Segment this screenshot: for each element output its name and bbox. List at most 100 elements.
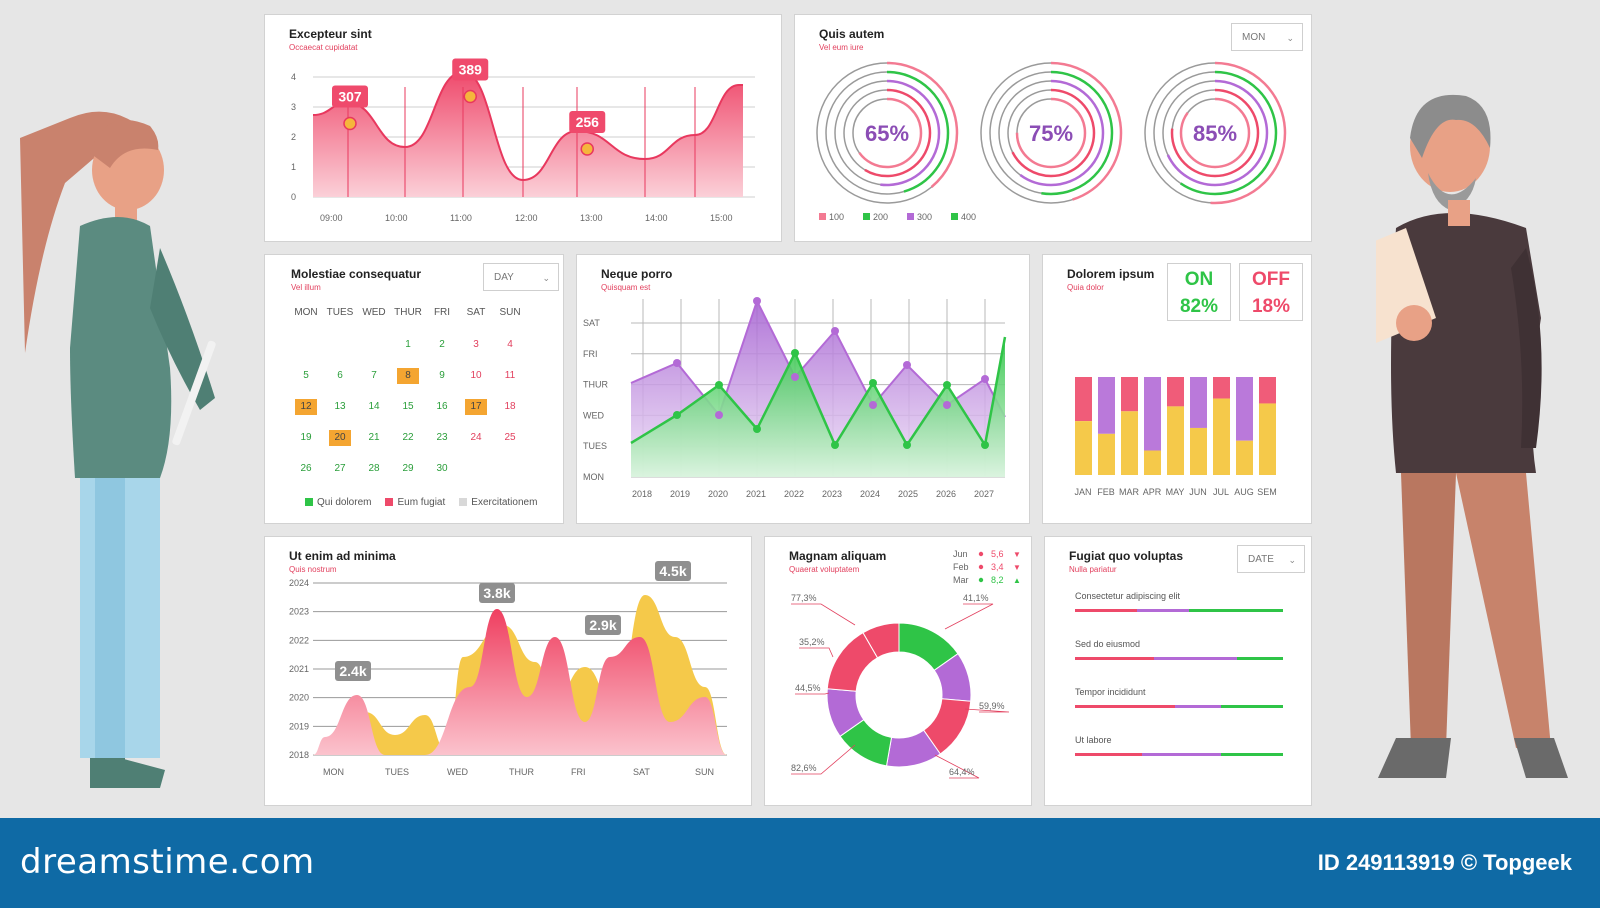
calendar-day[interactable]: 19 [300, 432, 312, 443]
slice-label: 44,5% [795, 683, 821, 693]
calendar-day[interactable]: 20 [329, 430, 351, 446]
slice-label: 64,4% [949, 767, 975, 777]
progress-segment [1137, 609, 1190, 612]
leader-line [795, 692, 830, 695]
calendar-day[interactable]: 6 [337, 370, 343, 381]
slice-label: 59,9% [979, 701, 1005, 711]
panel-quis-autem: Quis autem Vel eum iure MON ⌄ 65% 75% 85% 1… [794, 14, 1312, 242]
calendar-day[interactable]: 16 [436, 401, 448, 412]
ring-value-label: 65% [865, 121, 909, 146]
x-tick-label: 15:00 [710, 213, 733, 223]
x-tick-label: 2021 [746, 489, 766, 499]
calendar-day[interactable]: 13 [334, 401, 346, 412]
purple-point [673, 359, 681, 367]
panel-dolorem-ipsum: Dolorem ipsum Quia dolor ON 82% OFF 18% … [1042, 254, 1312, 524]
calendar-day[interactable]: 1 [405, 339, 411, 350]
panel-subtitle: Vel eum iure [819, 43, 864, 52]
panel-title: Dolorem ipsum [1067, 267, 1155, 281]
panel-neque-porro: Neque porro Quisquam est SAT FRI THUR WED TU… [576, 254, 1030, 524]
calendar-day[interactable]: 2 [439, 339, 445, 350]
calendar-day[interactable]: 9 [439, 370, 445, 381]
calendar-day[interactable]: 30 [436, 463, 448, 474]
ring-arc [1015, 97, 1087, 169]
x-tick-label: 14:00 [645, 213, 668, 223]
slice-label: 41,1% [963, 593, 989, 603]
x-tick-label: 2025 [898, 489, 918, 499]
slice-label: 82,6% [791, 763, 817, 773]
on-label: ON [1184, 269, 1214, 290]
bar-segment-top [1098, 377, 1115, 434]
progress-segment [1220, 753, 1283, 756]
leader-line [791, 603, 856, 626]
calendar-day[interactable]: 18 [504, 401, 516, 412]
panel-subtitle: Nulla pariatur [1069, 565, 1117, 574]
ring-arc [1152, 70, 1278, 196]
calendar-day[interactable]: 29 [402, 463, 414, 474]
calendar-day[interactable]: 28 [368, 463, 380, 474]
calendar-day[interactable]: 4 [507, 339, 513, 350]
period-dropdown[interactable]: DAY ⌄ [483, 263, 559, 291]
calendar-day[interactable]: 3 [473, 339, 479, 350]
slice-label: 77,3% [791, 593, 817, 603]
y-tick-label: 1 [291, 162, 296, 172]
bar-segment-bottom [1144, 450, 1161, 475]
calendar-day[interactable]: 12 [295, 399, 317, 415]
calendar-day[interactable]: 5 [303, 370, 309, 381]
progress-bar [1075, 705, 1283, 708]
calendar-weekday: FRI [433, 307, 451, 318]
table-dot [978, 551, 984, 557]
bar-segment-top [1190, 377, 1207, 428]
table-month: Mar [953, 575, 969, 585]
x-tick-label: 13:00 [580, 213, 603, 223]
leader-line [799, 647, 834, 658]
callout-label: 256 [576, 114, 600, 130]
calendar-day[interactable]: 10 [470, 370, 482, 381]
period-dropdown[interactable]: MON ⌄ [1231, 23, 1303, 51]
calendar-day[interactable]: 14 [368, 401, 380, 412]
donut-slice [862, 622, 900, 659]
calendar-day[interactable]: 17 [465, 399, 487, 415]
leader-line [964, 708, 1010, 713]
table-value: 8,2 [991, 575, 1004, 585]
panel-ut-enim: Ut enim ad minima Quis nostrum 2024 2023 2… [264, 536, 752, 806]
calendar-day[interactable]: 25 [504, 432, 516, 443]
green-point [753, 425, 761, 433]
x-tick-label: JUN [1189, 487, 1207, 497]
calendar-day[interactable]: 24 [470, 432, 482, 443]
calendar-legend: Qui dolorem Eum fugiat Exercitationem [305, 497, 537, 508]
y-tick-label: 2022 [289, 635, 309, 645]
calendar-day[interactable]: 15 [402, 401, 414, 412]
calendar-day[interactable]: 22 [402, 432, 414, 443]
calendar-day[interactable]: 11 [504, 370, 516, 381]
calendar-day[interactable]: 23 [436, 432, 448, 443]
calendar-day[interactable]: 27 [334, 463, 346, 474]
woman-illustration [20, 111, 216, 788]
y-tick-label: 2023 [289, 607, 309, 617]
period-dropdown[interactable]: DATE ⌄ [1237, 545, 1305, 573]
bar-segment-bottom [1098, 433, 1115, 475]
panel-subtitle: Quisquam est [601, 283, 651, 292]
callout-box [655, 561, 691, 581]
calendar-weekday: TUES [326, 307, 354, 318]
legend-swatch [907, 213, 914, 220]
calendar-day[interactable]: 7 [371, 370, 377, 381]
callout-label: 2.4k [339, 663, 366, 679]
panel-fugiat: Fugiat quo voluptas Nulla pariatur DATE … [1044, 536, 1312, 806]
bar-segment-top [1236, 377, 1253, 441]
panel-subtitle: Quis nostrum [289, 565, 337, 574]
area-fill [313, 72, 743, 197]
calendar-weekday: WED [362, 307, 386, 318]
legend-swatch [863, 213, 870, 220]
callout-label: 389 [459, 62, 483, 78]
calendar-day[interactable]: 26 [300, 463, 312, 474]
x-tick-label: THUR [509, 767, 534, 777]
bar-segment-top [1121, 377, 1138, 412]
panel-title: Quis autem [819, 27, 885, 41]
bar-segment-bottom [1075, 421, 1092, 475]
stacked-bar-chart: JAN FEB MAR APR MAY JUN JUL AUG SEM [1074, 377, 1277, 497]
calendar-day[interactable]: 21 [368, 432, 380, 443]
x-tick-label: 09:00 [320, 213, 343, 223]
legend-label: 200 [873, 212, 888, 222]
green-point [715, 381, 723, 389]
calendar-day[interactable]: 8 [397, 368, 419, 384]
